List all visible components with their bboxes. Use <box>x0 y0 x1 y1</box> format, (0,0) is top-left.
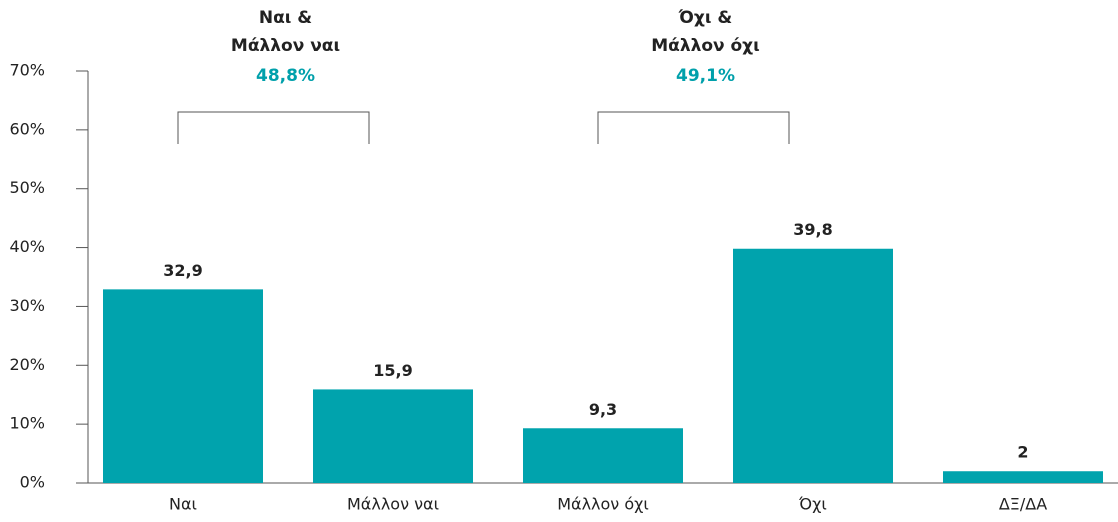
y-tick-label: 40% <box>9 237 45 256</box>
bracket <box>177 111 370 144</box>
bar <box>313 389 473 483</box>
bar <box>943 471 1103 483</box>
annotation: Ναι & <box>259 8 312 28</box>
y-tick-label: 10% <box>9 414 45 433</box>
x-tick-label: ΔΞ/ΔΑ <box>999 495 1047 514</box>
value-label: 9,3 <box>589 400 617 419</box>
y-tick-label: 70% <box>9 61 45 80</box>
y-tick-label: 30% <box>9 296 45 315</box>
y-tick-label: 20% <box>9 355 45 374</box>
bar <box>103 289 263 483</box>
value-label: 39,8 <box>793 220 832 239</box>
bar <box>733 248 893 483</box>
x-tick-label: Όχι <box>798 495 827 514</box>
bar <box>523 428 683 483</box>
annotation: Όχι & <box>678 8 733 28</box>
annotation: Μάλλον όχι <box>651 36 760 56</box>
x-tick-label: Μάλλον ναι <box>347 495 439 514</box>
y-tick-label: 60% <box>9 119 45 138</box>
value-label: 32,9 <box>163 261 202 280</box>
annotation-value: 49,1% <box>676 66 735 86</box>
annotation-value: 48,8% <box>256 66 315 86</box>
x-tick-label: Μάλλον όχι <box>557 495 649 514</box>
bracket <box>597 111 790 144</box>
value-label: 2 <box>1017 443 1028 462</box>
annotation: Μάλλον ναι <box>231 36 340 56</box>
x-tick-label: Ναι <box>169 495 197 514</box>
y-tick-label: 50% <box>9 178 45 197</box>
value-label: 15,9 <box>373 361 412 380</box>
y-tick-label: 0% <box>20 473 45 492</box>
